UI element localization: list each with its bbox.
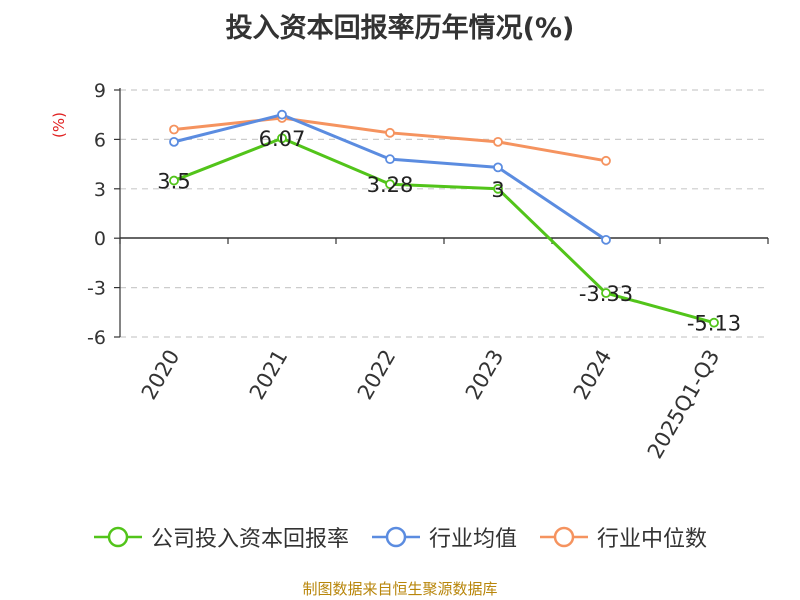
legend-item[interactable]: 行业中位数 [539,521,707,553]
series-points [169,109,719,328]
data-label: 3.28 [367,173,414,197]
legend: 公司投入资本回报率 行业均值 行业中位数 [0,520,800,554]
data-point[interactable] [601,155,611,166]
x-tick-label: 2021 [245,346,293,404]
data-labels: 3.5 6.07 3.28 3 -3.33 -5.13 [157,127,741,335]
legend-item[interactable]: 行业均值 [371,521,517,553]
legend-label: 行业均值 [428,527,517,552]
data-point[interactable] [169,136,179,147]
y-tick-label: -3 [87,278,106,300]
grid-lines [120,89,768,338]
legend-line-circle-icon [371,526,420,548]
y-tick-label: 0 [94,228,106,250]
data-label: -3.33 [579,282,633,306]
data-label: 3.5 [157,170,190,194]
data-point[interactable] [493,136,503,147]
data-point[interactable] [709,317,719,328]
y-tick-label: 3 [94,179,106,201]
data-point[interactable] [493,183,503,194]
legend-label: 行业中位数 [597,527,708,552]
data-point[interactable] [169,124,179,135]
x-tick-label: 2022 [353,346,401,404]
data-point[interactable] [601,234,611,245]
data-point[interactable] [601,288,611,298]
chart-title: 投入资本回报率历年情况(%) [225,13,575,44]
data-label: 3 [491,178,504,202]
x-tick-label: 2024 [569,346,617,404]
legend-label: 公司投入资本回报率 [150,527,349,552]
series-line [173,136,715,325]
y-tick-label: 6 [94,129,106,151]
data-point[interactable] [277,133,287,144]
data-point[interactable] [169,175,179,186]
y-tick-label: -6 [87,327,106,349]
x-tick-label: 2025Q1-Q3 [643,346,725,463]
source-note: 制图数据来自恒生聚源数据库 [302,580,498,598]
data-point[interactable] [385,179,395,190]
data-point[interactable] [385,154,395,165]
data-point[interactable] [277,109,287,120]
y-axis-label: (%) [50,112,68,138]
data-label: 6.07 [259,127,306,151]
y-tick-label: 9 [94,80,106,102]
data-point[interactable] [385,127,395,138]
legend-line-circle-icon [93,526,142,548]
data-point[interactable] [493,162,503,173]
legend-item[interactable]: 公司投入资本回报率 [93,521,349,553]
data-label: -5.13 [687,312,741,336]
legend-line-circle-icon [540,526,588,548]
x-tick-label: 2020 [137,346,185,404]
x-tick-label: 2023 [461,346,509,404]
